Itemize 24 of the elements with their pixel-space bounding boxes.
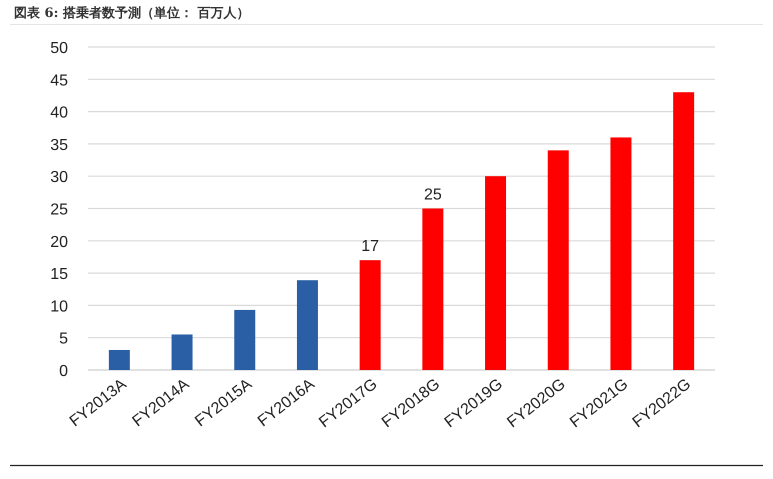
y-tick-label: 20 (50, 234, 68, 251)
y-tick-label: 15 (50, 266, 68, 284)
y-tick-label: 5 (59, 330, 68, 348)
y-tick-label: 10 (50, 298, 68, 316)
y-tick-label: 0 (59, 363, 68, 380)
bar (610, 137, 632, 370)
bar (673, 92, 694, 370)
data-label: 25 (424, 186, 442, 204)
bar (422, 208, 444, 370)
chart-title: 図表 6: 搭乗者数予測（単位： 百万人） (14, 5, 250, 21)
y-tick-label: 30 (50, 169, 68, 186)
bar (108, 350, 130, 370)
y-tick-label: 50 (50, 40, 68, 57)
bar (360, 260, 381, 370)
y-tick-label: 25 (50, 202, 68, 218)
y-tick-label: 45 (50, 72, 68, 90)
data-label: 17 (361, 238, 380, 256)
bar (172, 334, 193, 370)
bar (234, 310, 256, 370)
bar (296, 280, 318, 370)
bar (485, 176, 506, 370)
y-tick-label: 35 (50, 136, 68, 154)
bar (548, 150, 569, 370)
y-tick-label: 40 (50, 104, 68, 122)
